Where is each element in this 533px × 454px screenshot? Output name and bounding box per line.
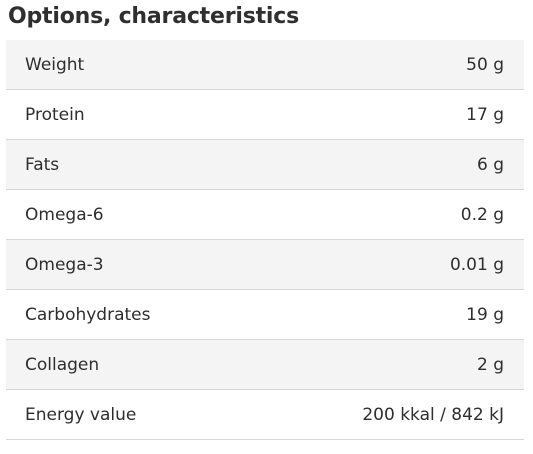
row-value: 0.01 g [449,254,504,275]
row-value: 0.2 g [460,204,504,225]
table-row: Protein 17 g [6,90,524,140]
table-row: Collagen 2 g [6,340,524,390]
row-label: Collagen [25,354,100,375]
table-row: Fats 6 g [6,140,524,190]
row-label: Omega-3 [25,254,104,275]
table-row: Carbohydrates 19 g [6,290,524,340]
row-value: 17 g [466,104,504,125]
section-title: Options, characteristics [8,4,299,29]
row-value: 2 g [476,354,504,375]
row-label: Protein [25,104,85,125]
row-label: Carbohydrates [25,304,151,325]
table-row: Energy value 200 kkal / 842 kJ [6,390,524,440]
row-value: 6 g [476,154,504,175]
table-row: Omega-6 0.2 g [6,190,524,240]
row-value: 19 g [466,304,504,325]
row-label: Energy value [25,404,137,425]
row-label: Weight [25,54,85,75]
row-label: Omega-6 [25,204,104,225]
row-value: 50 g [466,54,504,75]
table-row: Weight 50 g [6,40,524,90]
row-label: Fats [25,154,60,175]
row-value: 200 kkal / 842 kJ [362,404,504,425]
characteristics-table: Weight 50 g Protein 17 g Fats 6 g Omega-… [6,40,524,440]
table-row: Omega-3 0.01 g [6,240,524,290]
